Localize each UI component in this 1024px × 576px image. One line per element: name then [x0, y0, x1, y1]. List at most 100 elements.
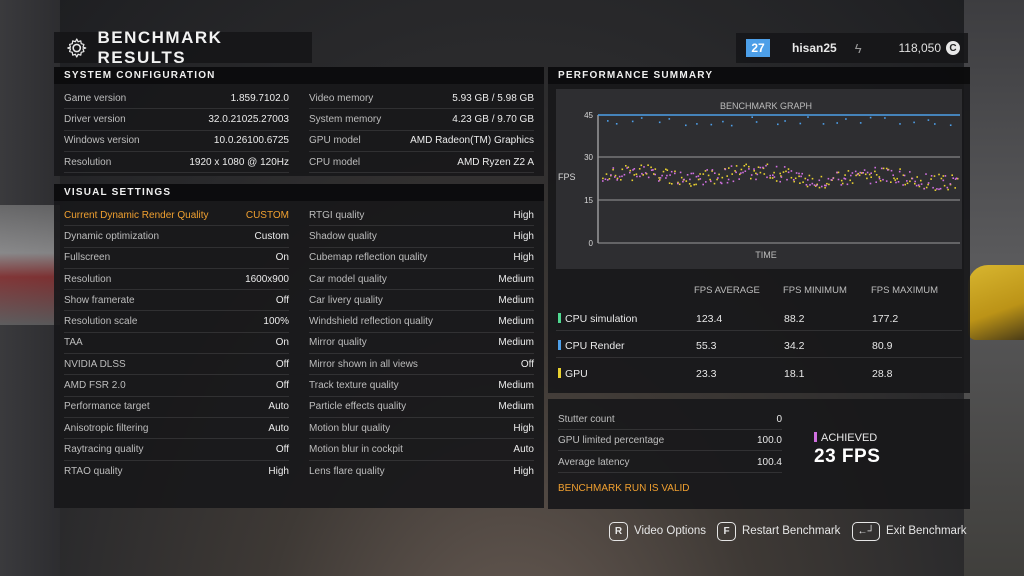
graph-point	[870, 172, 872, 174]
graph-point	[647, 164, 649, 166]
graph-point	[647, 176, 650, 179]
graph-point	[633, 174, 636, 176]
graph-point	[946, 186, 949, 189]
y-tick-label: 15	[584, 196, 593, 205]
graph-point	[635, 173, 638, 175]
graph-point	[804, 177, 807, 180]
stat-row-cpu-render: CPU Render 55.3 34.2 80.9	[556, 332, 962, 358]
graph-point	[658, 121, 661, 124]
graph-point	[880, 167, 883, 170]
graph-point	[933, 175, 936, 177]
graph-point	[925, 173, 927, 175]
graph-point	[711, 170, 713, 172]
restart-benchmark-button[interactable]: F Restart Benchmark	[717, 521, 840, 541]
player-info: 27 hisan25 ϟ 118,050 C	[736, 33, 968, 63]
graph-point	[677, 181, 679, 184]
graph-point	[718, 173, 720, 176]
graph-point	[849, 179, 851, 182]
graph-point	[785, 170, 787, 173]
graph-point	[818, 186, 821, 189]
graph-point	[728, 167, 730, 169]
video-options-button[interactable]: R Video Options	[609, 521, 706, 541]
graph-point	[875, 181, 877, 183]
graph-point	[913, 121, 915, 124]
graph-point	[801, 172, 803, 175]
graph-point	[916, 176, 918, 178]
graph-point	[938, 173, 940, 176]
graph-point	[674, 172, 676, 175]
graph-point	[822, 123, 825, 125]
performance-summary-panel: PERFORMANCE SUMMARY BENCHMARK GRAPH FPS …	[548, 67, 970, 393]
graph-point	[944, 175, 947, 177]
graph-point	[686, 174, 689, 176]
graph-point	[632, 169, 634, 171]
f-key-icon: F	[717, 521, 736, 541]
graph-point	[892, 174, 894, 176]
graph-point	[724, 168, 727, 171]
graph-point	[695, 183, 697, 186]
graph-point	[685, 180, 688, 182]
graph-point	[682, 180, 684, 183]
graph-point	[856, 173, 859, 176]
graph-point	[824, 184, 826, 187]
graph-point	[690, 172, 693, 175]
graph-point	[755, 172, 757, 175]
setting-row: Raytracing quality Off	[64, 439, 289, 461]
graph-point	[738, 178, 740, 180]
graph-point	[629, 171, 631, 174]
graph-point	[693, 183, 695, 186]
graph-point	[899, 123, 901, 125]
graph-point	[629, 169, 632, 172]
exit-benchmark-button[interactable]: ←┘ Exit Benchmark	[852, 521, 967, 541]
graph-point	[930, 175, 933, 177]
graph-point	[763, 173, 766, 175]
graph-point	[784, 120, 786, 122]
graph-point	[879, 180, 882, 182]
graph-point	[955, 177, 958, 180]
graph-point	[726, 175, 728, 177]
graph-point	[640, 117, 643, 119]
graph-point	[650, 166, 652, 169]
graph-point	[756, 173, 759, 176]
graph-point	[680, 176, 683, 179]
graph-point	[732, 180, 735, 183]
graph-point	[766, 163, 769, 166]
graph-point	[735, 171, 737, 174]
graph-point	[614, 176, 616, 178]
graph-point	[666, 174, 668, 177]
graph-point	[668, 182, 671, 184]
graph-point	[685, 124, 687, 127]
graph-point	[866, 171, 869, 174]
graph-point	[949, 124, 952, 126]
graph-point	[799, 122, 802, 125]
graph-point	[665, 177, 667, 179]
achieved-fps: 23 FPS	[814, 446, 881, 467]
graph-point	[818, 179, 821, 182]
graph-point	[911, 177, 914, 180]
graph-point	[612, 168, 614, 171]
graph-point	[940, 177, 943, 180]
panel-heading: SYSTEM CONFIGURATION	[54, 67, 544, 84]
graph-point	[894, 179, 896, 181]
graph-point	[802, 181, 804, 183]
graph-point	[821, 185, 823, 188]
graph-point	[793, 180, 795, 183]
graph-point	[773, 176, 776, 178]
graph-point	[936, 188, 938, 190]
graph-point	[920, 183, 923, 185]
graph-point	[897, 181, 900, 183]
graph-point	[652, 169, 654, 171]
graph-point	[773, 171, 775, 174]
graph-point	[875, 174, 878, 176]
graph-point	[697, 178, 700, 181]
graph-point	[878, 176, 881, 178]
gear-icon	[67, 37, 87, 58]
graph-point	[643, 166, 645, 168]
graph-point	[711, 169, 714, 171]
graph-point	[697, 175, 700, 177]
graph-point	[808, 174, 811, 177]
graph-point	[753, 168, 755, 170]
graph-point	[699, 173, 701, 175]
graph-point	[909, 180, 911, 183]
graph-point	[930, 178, 932, 180]
